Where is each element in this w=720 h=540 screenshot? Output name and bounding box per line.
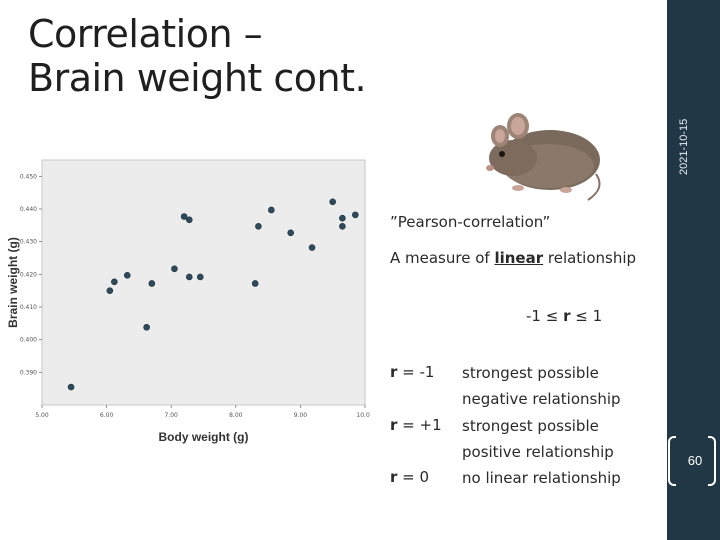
data-point xyxy=(339,214,346,222)
y-tick-label: 0.410 xyxy=(20,304,37,311)
slide-title: Correlation – Brain weight cont. xyxy=(28,12,367,100)
definition-emphasis: linear xyxy=(494,249,544,267)
definition-line: A measure of linear relationship xyxy=(390,249,636,267)
data-point xyxy=(287,229,295,237)
plot-area xyxy=(41,159,366,406)
y-axis-label: Brain weight (g) xyxy=(6,237,20,328)
sidebar-band xyxy=(667,0,720,540)
r-value-pos: = +1 xyxy=(397,416,442,434)
x-tick-label: 7.00 xyxy=(165,412,179,419)
r-desc-pos: strongest possible positive relationship xyxy=(462,417,614,461)
data-point xyxy=(180,213,188,220)
r-label-pos: r = +1 xyxy=(390,416,442,434)
x-tick-label: 6.00 xyxy=(100,412,114,419)
r-var-zero: r xyxy=(390,468,398,486)
r-value-neg: = -1 xyxy=(397,363,435,381)
y-tick-label: 0.430 xyxy=(20,239,37,246)
definition-prefix: A measure of xyxy=(390,249,495,267)
r-desc-neg: strongest possible negative relationship xyxy=(462,364,621,408)
r-label-zero: r = 0 xyxy=(390,468,429,486)
x-tick-label: 9.00 xyxy=(294,412,308,419)
x-tick-label: 10.00 xyxy=(356,412,370,419)
page-number: 60 xyxy=(687,452,703,468)
data-point xyxy=(268,206,275,214)
r-label-neg: r = -1 xyxy=(390,363,434,381)
y-tick-label: 0.390 xyxy=(20,369,37,376)
data-point xyxy=(329,198,337,206)
r-value-zero: = 0 xyxy=(397,468,430,486)
range-suffix: ≤ 1 xyxy=(570,307,603,325)
mouse-image xyxy=(478,78,608,208)
range-line: -1 ≤ r ≤ 1 xyxy=(526,307,602,325)
data-point xyxy=(185,273,193,281)
y-tick-label: 0.420 xyxy=(20,271,37,278)
data-point xyxy=(148,280,156,287)
x-tick-label: 8.00 xyxy=(229,412,243,419)
pearson-quote: ”Pearson-correlation” xyxy=(390,213,551,231)
data-point xyxy=(111,278,118,286)
data-point xyxy=(123,272,131,279)
definition-suffix: relationship xyxy=(543,249,637,267)
data-point xyxy=(255,223,262,230)
title-line-1: Correlation – xyxy=(28,12,263,56)
y-tick-label: 0.450 xyxy=(20,173,37,180)
data-point xyxy=(352,211,359,219)
slide-date: 2021-10-15 xyxy=(678,118,690,175)
r-desc-zero: no linear relationship xyxy=(462,469,621,487)
data-point xyxy=(339,223,346,230)
data-point xyxy=(67,383,75,391)
page-bracket-left xyxy=(668,436,676,486)
data-point xyxy=(185,216,193,224)
y-tick-label: 0.400 xyxy=(20,337,37,344)
data-point xyxy=(196,273,204,281)
data-point xyxy=(106,287,114,294)
page-bracket-right xyxy=(708,436,716,486)
title-line-2: Brain weight cont. xyxy=(28,56,367,100)
x-tick-label: 5.00 xyxy=(35,412,49,419)
r-var-neg: r xyxy=(390,363,398,381)
y-tick-label: 0.440 xyxy=(20,206,37,213)
x-axis-label: Body weight (g) xyxy=(159,430,249,444)
r-var-pos: r xyxy=(390,416,398,434)
range-prefix: -1 ≤ xyxy=(526,307,564,325)
data-point xyxy=(171,265,178,273)
scatter-chart: 5.00 6.00 7.00 8.00 9.00 10.00 0.390 0.400 0.410… xyxy=(6,159,370,444)
data-point xyxy=(251,280,259,287)
range-var: r xyxy=(563,307,571,325)
data-point xyxy=(143,323,150,331)
data-point xyxy=(308,244,316,251)
